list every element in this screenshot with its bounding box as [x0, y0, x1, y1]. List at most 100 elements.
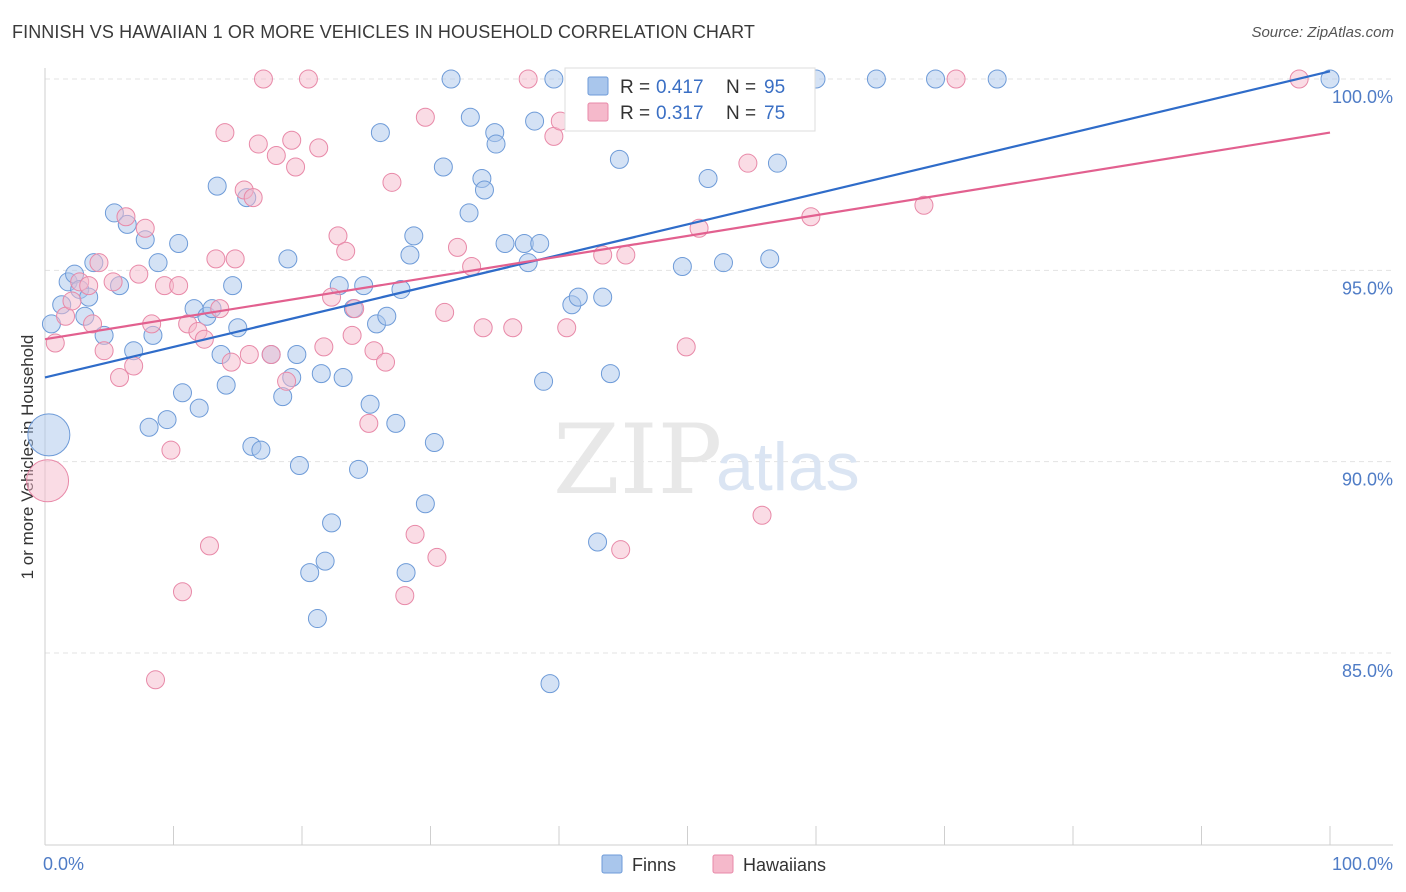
hawaiians-point — [169, 276, 189, 296]
hawaiians-point — [146, 670, 166, 690]
x-tick-label-start: 0.0% — [43, 854, 84, 874]
bottom-legend-swatch-hawaiians — [712, 854, 734, 874]
hawaiians-point — [336, 241, 356, 261]
finns-point — [404, 226, 424, 246]
hawaiians-point — [206, 249, 226, 269]
grid-lines — [45, 78, 1393, 654]
finns-point — [588, 532, 608, 552]
hawaiians-point — [124, 356, 144, 376]
hawaiians-point — [221, 352, 241, 372]
finns-point — [713, 253, 733, 273]
finns-point — [534, 371, 554, 391]
finns-point — [289, 455, 309, 475]
hawaiians-points — [26, 69, 1309, 690]
finns-point — [486, 134, 506, 154]
y-tick-label: 100.0% — [1332, 87, 1393, 107]
finns-point — [354, 276, 374, 296]
finns-point — [767, 153, 787, 173]
watermark-zip: ZIP — [553, 404, 722, 516]
legend-hawaiians-r-value: 0.317 — [656, 103, 704, 124]
finns-point — [530, 234, 550, 254]
finns-point — [370, 123, 390, 143]
finns-point — [172, 383, 192, 403]
finns-point — [1320, 69, 1340, 89]
finns-point — [27, 413, 71, 457]
hawaiians-point — [405, 524, 425, 544]
hawaiians-point — [298, 69, 318, 89]
finns-point — [544, 69, 564, 89]
hawaiians-point — [503, 318, 523, 338]
legend-hawaiians-n-label: N = — [726, 103, 756, 124]
hawaiians-point — [518, 69, 538, 89]
hawaiians-point — [309, 138, 329, 158]
bottom-legend-hawaiians: Hawaiians — [743, 855, 826, 875]
finns-trend-line — [44, 70, 1331, 379]
axes — [44, 68, 1393, 846]
hawaiians-point — [62, 291, 82, 311]
hawaiians-point — [282, 130, 302, 150]
finns-point — [866, 69, 886, 89]
finns-point — [460, 107, 480, 127]
hawaiians-point — [83, 314, 103, 334]
x-ticks — [44, 826, 1331, 845]
hawaiians-point — [116, 207, 136, 227]
finns-point — [540, 674, 560, 694]
x-tick-labels: 0.0% 100.0% — [43, 854, 1393, 874]
finns-point — [525, 111, 545, 131]
hawaiians-point — [110, 367, 130, 387]
bottom-legend-finns: Finns — [632, 855, 676, 875]
finns-point — [415, 494, 435, 514]
finns-point — [433, 157, 453, 177]
hawaiians-point — [248, 134, 268, 154]
finns-point — [300, 563, 320, 583]
hawaiians-point — [364, 341, 384, 361]
finns-point — [600, 364, 620, 384]
hawaiians-point — [225, 249, 245, 269]
finns-point — [495, 234, 515, 254]
finns-point — [377, 306, 397, 326]
finns-point — [441, 69, 461, 89]
hawaiians-point — [415, 107, 435, 127]
legend-finns-n-label: N = — [726, 77, 756, 98]
hawaiians-point — [914, 195, 934, 215]
finns-point — [360, 394, 380, 414]
finns-point — [760, 249, 780, 269]
finns-point — [698, 168, 718, 188]
hawaiians-point — [611, 540, 631, 560]
y-tick-label: 85.0% — [1342, 661, 1393, 681]
hawaiians-point — [616, 245, 636, 265]
finns-point — [189, 398, 209, 418]
finns-point — [311, 364, 331, 384]
hawaiians-point — [435, 302, 455, 322]
finns-point — [251, 440, 271, 460]
hawaiians-point — [210, 299, 230, 319]
y-tick-labels: 85.0% 90.0% 95.0% 100.0% — [1332, 87, 1393, 681]
legend-finns-r-label: R = — [620, 77, 650, 98]
hawaiians-point — [277, 371, 297, 391]
chart-source: Source: ZipAtlas.com — [1251, 24, 1394, 41]
hawaiians-point — [261, 345, 281, 365]
finns-point — [287, 345, 307, 365]
finns-point — [315, 551, 335, 571]
hawaiians-point — [557, 318, 577, 338]
hawaiians-point — [94, 341, 114, 361]
hawaiians-point — [473, 318, 493, 338]
hawaiians-point — [161, 440, 181, 460]
finns-point — [987, 69, 1007, 89]
hawaiians-point — [322, 287, 342, 307]
hawaiians-point — [382, 172, 402, 192]
legend-bottom: Finns Hawaiians — [601, 854, 826, 875]
finns-point — [307, 609, 327, 629]
finns-point — [216, 375, 236, 395]
finns-point — [157, 410, 177, 430]
watermark: ZIP atlas — [553, 404, 860, 516]
hawaiians-point — [376, 352, 396, 372]
hawaiians-point — [447, 237, 467, 257]
hawaiians-point — [79, 276, 99, 296]
finns-point — [672, 257, 692, 277]
finns-point — [424, 433, 444, 453]
hawaiians-point — [26, 459, 70, 503]
hawaiians-point — [462, 257, 482, 277]
chart-title: FINNISH VS HAWAIIAN 1 OR MORE VEHICLES I… — [12, 22, 756, 42]
legend-hawaiians-n-value: 75 — [764, 103, 785, 124]
